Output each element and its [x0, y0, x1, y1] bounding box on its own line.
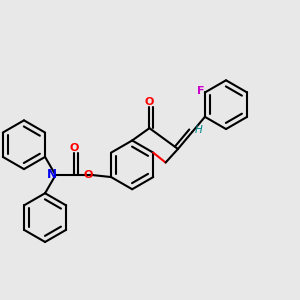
Text: O: O — [145, 97, 154, 107]
Text: O: O — [83, 170, 92, 180]
Text: F: F — [197, 86, 204, 96]
Text: N: N — [46, 168, 56, 181]
Text: O: O — [69, 142, 79, 152]
Text: H: H — [194, 125, 202, 136]
